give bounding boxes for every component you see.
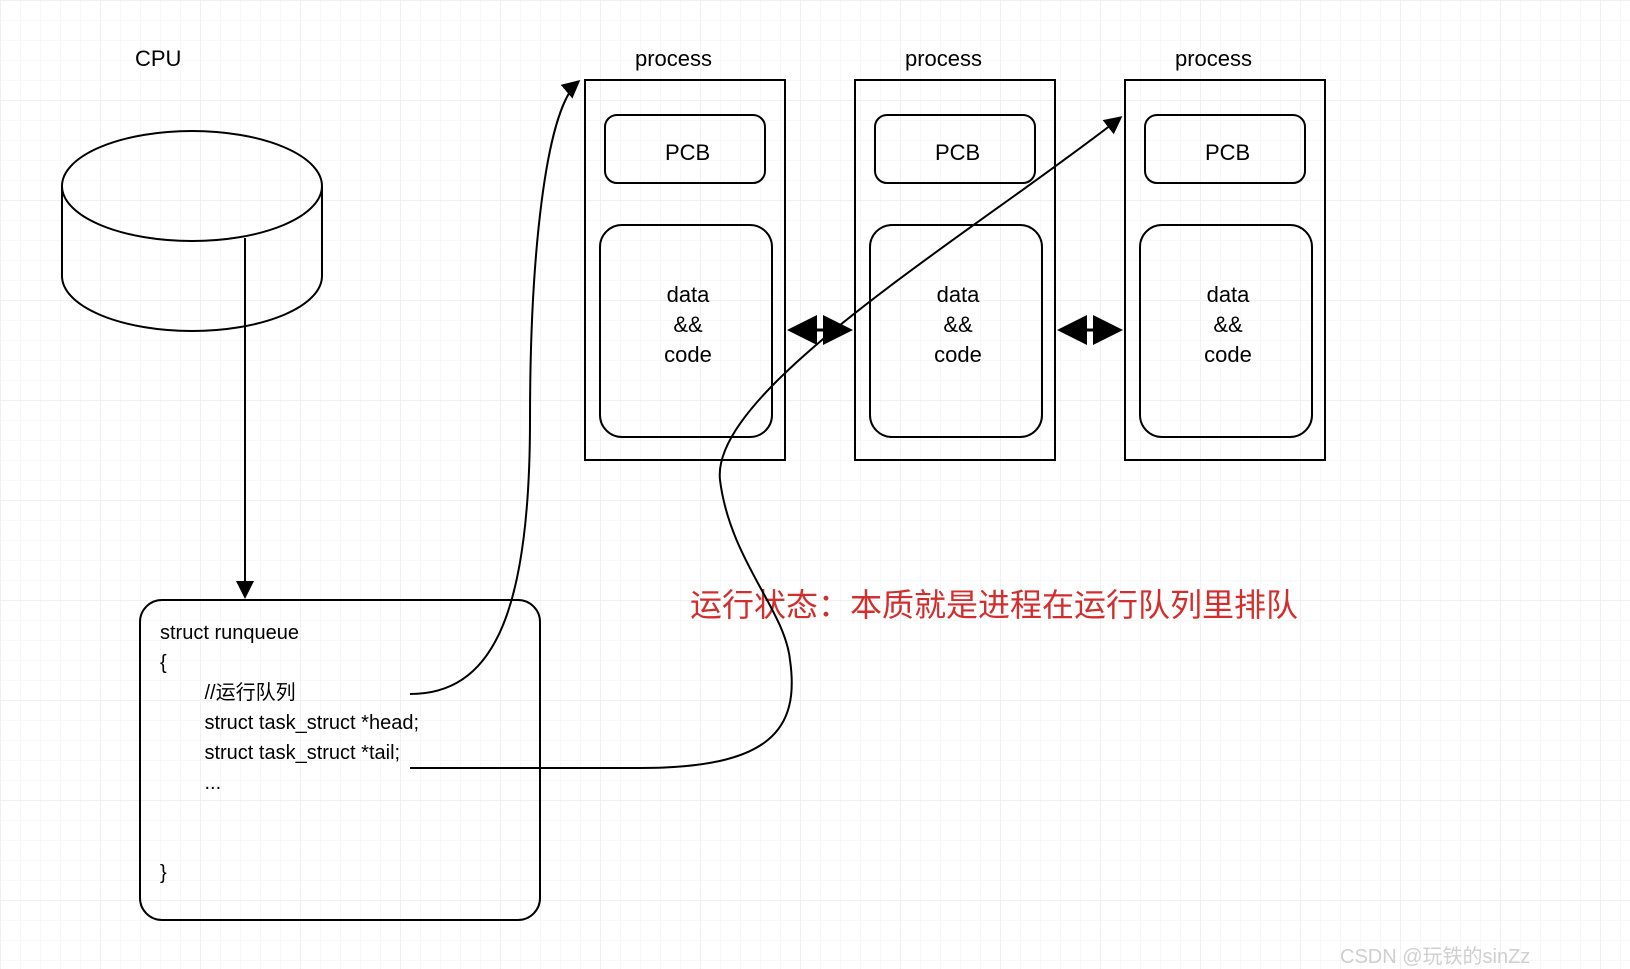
process-2-label: process: [905, 46, 982, 72]
cpu-label: CPU: [135, 46, 181, 72]
cpu-shape: [62, 131, 322, 331]
process-box-3: PCB data && code: [1125, 80, 1325, 460]
svg-text:code: code: [1204, 342, 1252, 367]
process-box-1: PCB data && code: [585, 80, 785, 460]
svg-text:&&: &&: [943, 312, 973, 337]
svg-text:data: data: [1207, 282, 1251, 307]
svg-text:data: data: [937, 282, 981, 307]
svg-text:code: code: [934, 342, 982, 367]
svg-text:PCB: PCB: [1205, 140, 1250, 165]
svg-text:&&: &&: [673, 312, 703, 337]
process-1-label: process: [635, 46, 712, 72]
running-state-note: 运行状态：本质就是进程在运行队列里排队: [690, 580, 1298, 626]
svg-text:data: data: [667, 282, 711, 307]
process-box-2: PCB data && code: [855, 80, 1055, 460]
svg-text:PCB: PCB: [935, 140, 980, 165]
svg-text:code: code: [664, 342, 712, 367]
tail-pointer-arrow: [410, 118, 1120, 768]
svg-text:&&: &&: [1213, 312, 1243, 337]
svg-text:PCB: PCB: [665, 140, 710, 165]
watermark: CSDN @玩铁的sinZz: [1340, 940, 1530, 969]
struct-code: struct runqueue { //运行队列 struct task_str…: [160, 618, 419, 888]
process-3-label: process: [1175, 46, 1252, 72]
head-pointer-arrow: [410, 82, 578, 694]
